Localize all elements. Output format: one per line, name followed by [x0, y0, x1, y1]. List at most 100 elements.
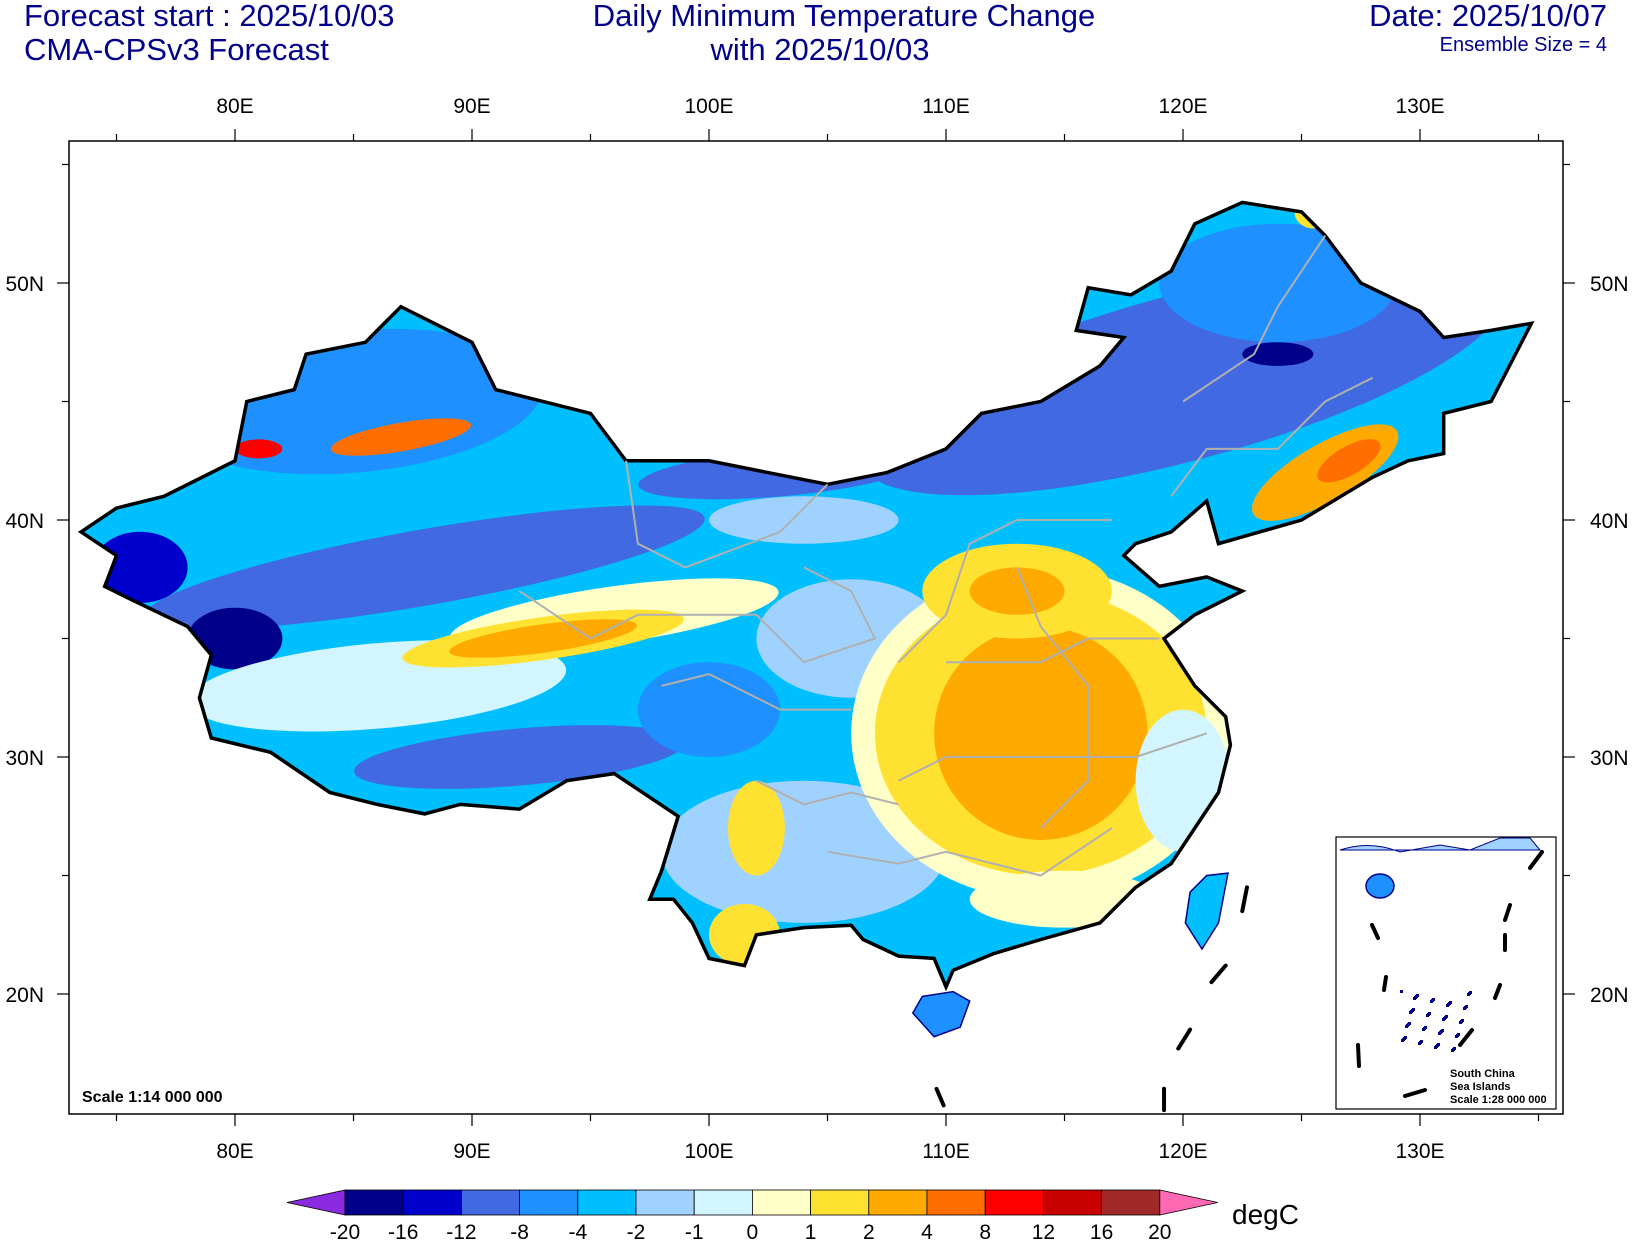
colorbar-bin [402, 1189, 462, 1216]
map-frame [68, 140, 1564, 1115]
forecast-start-label: Forecast start : 2025/10/03 [24, 0, 395, 33]
colorbar-bin [577, 1189, 637, 1216]
colorbar-tick-label: 2 [863, 1221, 875, 1241]
lon-label-top: 100E [684, 95, 733, 118]
temperature-contour [709, 496, 899, 544]
lon-label-top: 90E [453, 95, 490, 118]
lon-label-top: 80E [216, 95, 253, 118]
province-line [1016, 567, 1090, 829]
lon-label-bottom: 120E [1158, 1140, 1207, 1163]
nine-dash-line [934, 885, 1249, 1113]
colorbar-bin [984, 1189, 1044, 1216]
province-line [946, 637, 1160, 664]
lon-label-bottom: 130E [1395, 1140, 1444, 1163]
temperature-contour [1242, 342, 1314, 366]
chart-subtitle: with 2025/10/03 [710, 32, 930, 67]
colorbar-bin [519, 1189, 579, 1216]
colorbar-tick-label: 8 [979, 1221, 991, 1241]
lon-label-bottom: 80E [216, 1140, 253, 1163]
temperature-contour [637, 662, 781, 757]
colorbar-tick-label: -2 [627, 1221, 646, 1241]
hainan-island [911, 990, 971, 1038]
colorbar-tick-label: 0 [747, 1221, 759, 1241]
dash-segment [1240, 885, 1249, 914]
province-line [755, 779, 899, 806]
temperature-contour [354, 725, 685, 789]
colorbar-tick-label: -16 [388, 1221, 418, 1241]
lat-label-left: 30N [5, 747, 44, 770]
colorbar-tick-label: -20 [330, 1221, 360, 1241]
colorbar-bin [1043, 1189, 1103, 1216]
colorbar-bin [810, 1189, 870, 1216]
temperature-contour [1317, 439, 1381, 483]
province-line [827, 827, 1113, 877]
china-border [77, 200, 1535, 992]
dash-segment [1176, 1027, 1193, 1051]
inset-title-2: Sea Islands [1450, 1081, 1511, 1093]
temperature-contour [969, 567, 1065, 615]
temperature-contour [1135, 709, 1231, 852]
colorbar-bin [868, 1189, 928, 1216]
lon-label-top: 110E [922, 95, 970, 118]
colorbar-bin [693, 1189, 753, 1216]
province-line [1170, 376, 1374, 497]
model-label: CMA-CPSv3 Forecast [24, 32, 329, 67]
lat-label-right: 30N [1590, 747, 1629, 770]
south-china-sea-inset: South China Sea Islands Scale 1:28 000 0… [1335, 836, 1557, 1110]
temperature-contour [449, 619, 637, 658]
colorbar-tick-label: 4 [921, 1221, 933, 1241]
colorbar-unit: degC [1232, 1199, 1299, 1230]
colorbar-tick-label: 20 [1148, 1221, 1171, 1241]
valid-date-label: Date: 2025/10/07 [1369, 0, 1607, 33]
temperature-contour [934, 626, 1148, 840]
colorbar-bin [344, 1189, 404, 1216]
colorbar-tick-label: -12 [446, 1221, 476, 1241]
province-line [625, 460, 829, 569]
dash-segment [1209, 963, 1228, 985]
province-line [1182, 235, 1327, 403]
lat-label-right: 40N [1590, 510, 1629, 533]
inset-scale: Scale 1:28 000 000 [1450, 1094, 1547, 1106]
lat-label-left: 20N [5, 984, 44, 1007]
colorbar-tick-label: -4 [568, 1221, 587, 1241]
temperature-contour [144, 505, 705, 630]
temperature-contour [969, 870, 1160, 928]
lon-label-bottom: 90E [453, 1140, 490, 1163]
ensemble-size-label: Ensemble Size = 4 [1439, 34, 1607, 56]
colorbar-tick-label: 16 [1090, 1221, 1113, 1241]
province-line [898, 732, 1208, 782]
lat-label-left: 40N [5, 510, 44, 533]
province-line [661, 672, 852, 711]
chart-title: Daily Minimum Temperature Change [592, 0, 1096, 33]
lon-label-top: 120E [1158, 95, 1207, 118]
province-line [897, 519, 1112, 663]
colorbar-bin [460, 1189, 520, 1216]
colorbar-bin [926, 1189, 986, 1216]
colorbar-tick-label: 12 [1032, 1221, 1055, 1241]
lat-label-left: 50N [5, 273, 44, 296]
colorbar-low-extension [286, 1189, 346, 1216]
colorbar-bin [1101, 1189, 1161, 1216]
colorbar-tick-label: 1 [805, 1221, 817, 1241]
temperature-contour [566, 389, 710, 461]
temperature-contour [330, 418, 471, 456]
lat-label-right: 20N [1590, 984, 1629, 1007]
axis-ticks [57, 129, 1575, 1126]
province-line [518, 590, 805, 663]
province-line [803, 566, 877, 664]
temperature-contour [727, 780, 785, 876]
colorbar-bin [752, 1189, 812, 1216]
lon-label-bottom: 100E [684, 1140, 733, 1163]
lat-label-right: 50N [1590, 273, 1629, 296]
province-boundaries [518, 235, 1374, 877]
colorbar-high-extension [1159, 1189, 1218, 1216]
map-scale-label: Scale 1:14 000 000 [82, 1089, 223, 1106]
taiwan-island [1184, 872, 1229, 951]
temperature-contour [709, 903, 781, 966]
lon-label-top: 130E [1395, 95, 1444, 118]
temperature-contour [92, 531, 188, 603]
lon-label-bottom: 110E [922, 1140, 970, 1163]
colorbar: -20 -16 -12 -8 -4 -2 -1 0 1 2 4 8 12 16 20 [286, 1189, 1218, 1241]
temperature-contour [235, 439, 283, 459]
